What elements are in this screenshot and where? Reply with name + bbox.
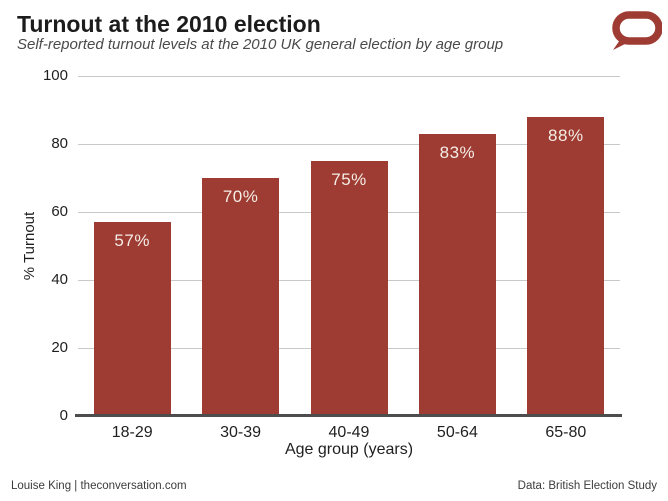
gridline-100 [78,76,620,77]
credits-bar: Louise King | theconversation.com Data: … [0,480,668,492]
bar-65-80: 88% [527,116,605,416]
x-axis-line [75,414,622,417]
bar-18-29: 57% [93,222,171,416]
logo-tail [613,37,633,50]
bar-50-64: 83% [418,133,496,416]
gridline-80 [78,144,620,145]
x-tick-50-64: 50-64 [436,424,478,441]
bar-30-39: 70% [202,178,280,416]
the-conversation-logo-icon [610,9,663,53]
bar-40-49: 75% [310,161,388,416]
credit-source: Data: British Election Study [517,480,657,492]
bar-value-label: 70% [222,187,259,206]
credit-author: Louise King | theconversation.com [11,480,187,492]
x-axis-title: Age group (years) [284,441,414,458]
x-tick-65-80: 65-80 [545,424,587,441]
y-tick-0: 0 [59,407,68,424]
y-tick-40: 40 [51,271,68,288]
logo-bubble [612,11,663,45]
chart-subtitle: Self-reported turnout levels at the 2010… [17,36,504,53]
x-tick-30-39: 30-39 [220,424,262,441]
chart-title: Turnout at the 2010 election [17,11,321,37]
y-tick-100: 100 [42,67,68,84]
x-tick-18-29: 18-29 [111,424,153,441]
y-axis-title: % Turnout [21,211,38,281]
y-tick-60: 60 [51,203,68,220]
bar-value-label: 83% [439,142,476,162]
y-tick-80: 80 [51,135,68,152]
x-tick-40-49: 40-49 [328,424,370,441]
y-tick-20: 20 [51,339,68,356]
bar-value-label: 88% [548,125,584,145]
bar-value-label: 57% [114,231,150,251]
bar-value-label: 75% [331,170,367,189]
plot-area: % Turnout Age group (years) 0 20 40 60 80 100… [21,67,622,458]
